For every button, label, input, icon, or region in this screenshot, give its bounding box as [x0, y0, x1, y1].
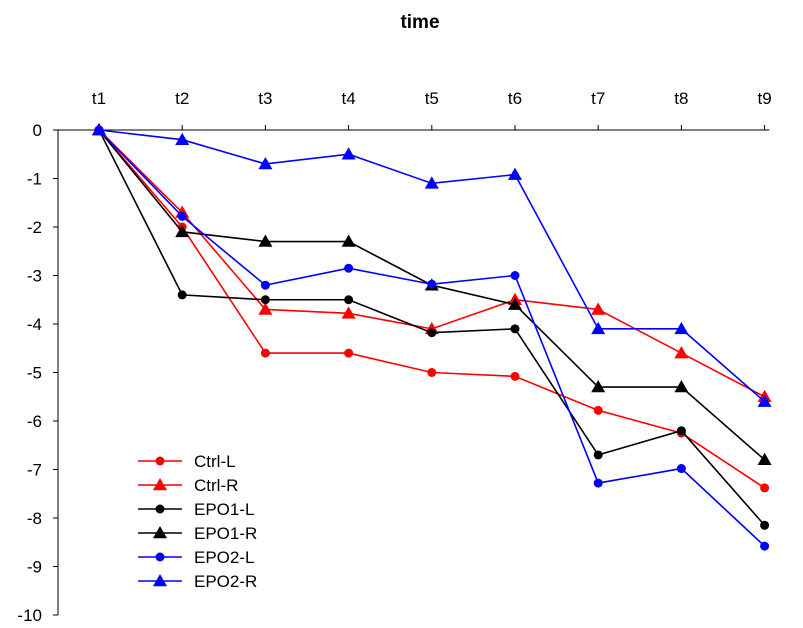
- series-layer: [92, 123, 772, 551]
- data-point-epo1-l: [593, 450, 603, 460]
- x-tick-label: t1: [92, 89, 106, 108]
- y-tick-label: -10: [17, 606, 42, 625]
- x-tick-label: t4: [342, 89, 356, 108]
- data-point-epo2-l: [344, 263, 354, 273]
- legend-item-epo2-l: EPO2-L: [138, 548, 254, 567]
- data-point-epo2-l: [510, 271, 520, 280]
- legend-item-epo1-l: EPO1-L: [138, 500, 254, 519]
- data-point-ctrl-r: [674, 346, 689, 359]
- data-point-epo1-r: [757, 452, 772, 466]
- data-point-ctrl-l: [593, 405, 603, 415]
- legend-item-epo2-r: EPO2-R: [138, 572, 257, 591]
- data-point-epo2-r: [591, 321, 606, 335]
- data-point-ctrl-l: [427, 368, 437, 377]
- data-point-epo2-l: [760, 541, 770, 551]
- legend-label: EPO2-R: [194, 572, 257, 591]
- legend-marker: [153, 526, 167, 539]
- y-tick-label: -4: [27, 315, 42, 334]
- data-point-epo1-l: [427, 328, 437, 338]
- y-tick-label: -5: [27, 364, 42, 383]
- legend-marker: [155, 552, 165, 562]
- y-tick-label: -6: [27, 412, 42, 431]
- data-point-epo1-r: [674, 380, 689, 393]
- data-point-epo2-l: [593, 478, 603, 488]
- legend-marker: [155, 456, 165, 466]
- data-point-ctrl-l: [510, 371, 520, 381]
- legend-label: EPO2-L: [194, 548, 254, 567]
- data-point-epo2-r: [757, 394, 772, 407]
- y-tick-label: -8: [27, 509, 42, 528]
- x-tick-label: t3: [258, 89, 272, 108]
- data-point-epo2-r: [92, 123, 106, 136]
- legend-label: Ctrl-L: [194, 452, 236, 471]
- data-point-ctrl-l: [760, 483, 770, 493]
- legend: Ctrl-L Ctrl-R EPO1-L EPO1-R EPO2-L EPO2-R: [138, 452, 257, 591]
- y-tick-label: -7: [27, 461, 42, 480]
- legend-item-ctrl-l: Ctrl-L: [138, 452, 236, 471]
- data-point-ctrl-r: [591, 302, 606, 315]
- data-point-epo2-r: [258, 156, 273, 170]
- y-tick-label: -9: [27, 558, 42, 577]
- axes: 0 -1 -2 -3 -4 -5 -6 -7 -8 -9 -10 t1 t2 t3 t4 t5 t6 t7 t8 t9: [17, 89, 771, 625]
- data-point-epo2-l: [676, 464, 686, 474]
- legend-item-epo1-r: EPO1-R: [138, 524, 257, 543]
- y-tick-label: -1: [27, 170, 42, 189]
- data-point-epo1-r: [591, 380, 606, 393]
- x-tick-label: t2: [175, 89, 189, 108]
- legend-marker: [155, 504, 165, 514]
- series-epo1-r: [92, 123, 772, 466]
- x-tick-label: t6: [508, 89, 522, 108]
- x-tick-label: t5: [425, 89, 439, 108]
- data-point-epo1-l: [260, 295, 270, 305]
- data-point-epo2-r: [674, 321, 689, 335]
- data-point-epo2-l: [177, 211, 187, 221]
- data-point-ctrl-l: [344, 348, 354, 358]
- y-tick-label: -3: [27, 267, 42, 286]
- x-tick-label: t8: [674, 89, 688, 108]
- legend-label: EPO1-R: [194, 524, 257, 543]
- data-point-epo2-r: [175, 132, 190, 145]
- data-point-epo1-r: [175, 224, 190, 238]
- data-point-epo2-r: [341, 147, 356, 160]
- data-point-epo2-l: [260, 280, 270, 290]
- data-point-epo2-r: [508, 167, 522, 180]
- chart-title: time: [400, 12, 439, 33]
- data-point-epo1-l: [676, 426, 686, 436]
- data-point-ctrl-r: [341, 306, 356, 319]
- legend-marker: [153, 478, 167, 491]
- series-epo1-l: [94, 125, 770, 530]
- series-line-epo2-r: [98, 129, 766, 403]
- x-tick-label: t7: [591, 89, 605, 108]
- legend-label: Ctrl-R: [194, 476, 238, 495]
- data-point-epo2-l: [427, 279, 437, 289]
- y-tick-label: -2: [27, 218, 42, 237]
- legend-item-ctrl-r: Ctrl-R: [138, 476, 238, 495]
- data-point-ctrl-r: [258, 302, 273, 315]
- data-point-epo2-r: [424, 176, 439, 189]
- data-point-epo1-l: [177, 290, 187, 300]
- x-tick-label: t9: [758, 89, 772, 108]
- legend-label: EPO1-L: [194, 500, 254, 519]
- series-ctrl-r: [92, 123, 772, 402]
- y-tick-label: 0: [33, 121, 42, 140]
- series-line-ctrl-r: [98, 129, 765, 398]
- data-point-epo1-l: [510, 324, 520, 334]
- data-point-epo1-l: [760, 520, 770, 530]
- series-epo2-r: [92, 123, 772, 407]
- data-point-epo1-r: [341, 234, 356, 247]
- data-point-epo1-r: [508, 297, 522, 310]
- data-point-ctrl-l: [260, 348, 270, 358]
- legend-marker: [153, 574, 167, 587]
- data-point-epo1-r: [258, 234, 273, 247]
- data-point-epo1-l: [344, 295, 354, 305]
